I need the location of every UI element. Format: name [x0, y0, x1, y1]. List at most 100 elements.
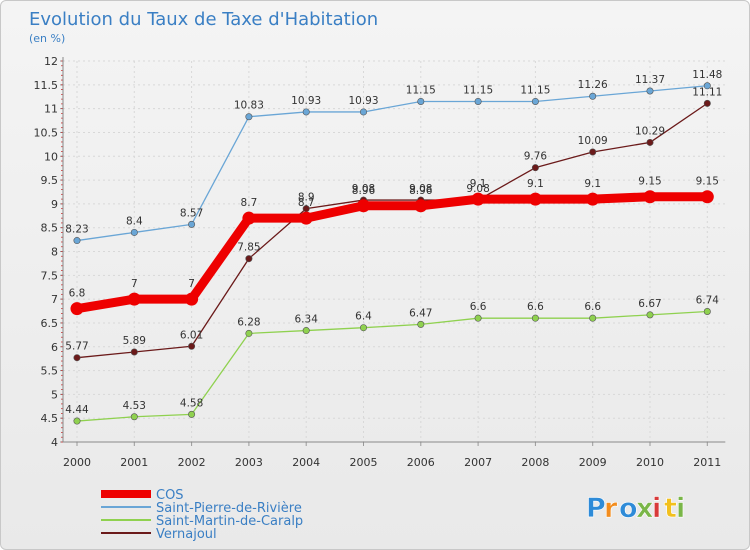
- data-label: 6.8: [69, 288, 86, 300]
- logo-letter: t: [664, 493, 677, 524]
- data-point: [130, 228, 138, 236]
- data-point: [299, 211, 313, 225]
- data-label: 11.15: [520, 84, 550, 96]
- data-label: 9.15: [696, 176, 719, 188]
- data-label: 11.15: [463, 84, 493, 96]
- data-point: [474, 314, 482, 322]
- data-label: 9.08: [466, 183, 489, 195]
- data-point: [417, 320, 425, 328]
- data-label: 6.6: [527, 301, 544, 313]
- data-label: 6.67: [638, 298, 661, 310]
- data-label: 6.6: [470, 301, 487, 313]
- y-tick-label: 11.5: [34, 79, 59, 92]
- data-point: [130, 413, 138, 421]
- x-tick-label: 2002: [178, 456, 206, 469]
- data-point: [646, 138, 654, 146]
- data-point: [528, 192, 542, 206]
- legend-label: Saint-Martin-de-Caralp: [156, 514, 303, 529]
- data-point: [703, 308, 711, 316]
- data-label: 10.93: [348, 95, 378, 107]
- axes: 4 4.5 5 5.5 6 6.5 7 7.5 8 8.5 9 9.5 10 10.5 11 11.5 12 20…: [34, 55, 726, 469]
- y-tick-label: 4.5: [41, 412, 59, 425]
- data-point: [188, 410, 196, 418]
- series-line-1: [76, 310, 708, 422]
- y-tick-label: 9.5: [41, 174, 59, 187]
- chart-title: Evolution du Taux de Taxe d'Habitation: [29, 9, 378, 30]
- data-point: [73, 417, 81, 425]
- data-point: [188, 342, 196, 350]
- data-label: 6.6: [584, 301, 601, 313]
- data-label: 6.4: [355, 311, 372, 323]
- data-label: 7.85: [237, 242, 260, 254]
- y-tick-label: 5.5: [41, 365, 59, 378]
- legend: COSSaint-Pierre-de-RivièreSaint-Martin-d…: [101, 488, 303, 542]
- data-label: 8.7: [241, 197, 258, 209]
- data-label: 4.53: [123, 400, 146, 412]
- data-point: [245, 113, 253, 121]
- y-tick-label: 12: [44, 55, 58, 68]
- logo-letter: o: [619, 493, 638, 524]
- data-label: 11.11: [692, 86, 722, 98]
- data-label: 9.76: [524, 151, 548, 163]
- data-point: [245, 329, 253, 337]
- y-tick-label: 8.5: [41, 222, 59, 235]
- data-point: [531, 164, 539, 172]
- y-tick-label: 7.5: [41, 269, 59, 282]
- chart-subtitle: (en %): [29, 32, 65, 45]
- y-tick-label: 7: [51, 293, 58, 306]
- data-point: [73, 237, 81, 245]
- data-point: [703, 99, 711, 107]
- legend-label: Saint-Pierre-de-Rivière: [156, 501, 302, 516]
- y-tick-label: 10: [44, 150, 58, 163]
- series-line-0: [76, 102, 708, 359]
- y-tick-label: 5: [51, 388, 58, 401]
- data-point: [589, 314, 597, 322]
- x-tick-label: 2007: [464, 456, 492, 469]
- data-point: [531, 314, 539, 322]
- x-tick-label: 2009: [579, 456, 607, 469]
- x-tick-label: 2011: [693, 456, 721, 469]
- logo-letter: i: [652, 493, 661, 524]
- data-point: [586, 192, 600, 206]
- y-tick-label: 10.5: [34, 126, 59, 139]
- y-tick-label: 11: [44, 103, 58, 116]
- data-point: [245, 255, 253, 263]
- legend-label: Vernajoul: [156, 527, 217, 542]
- grid: [63, 60, 726, 443]
- data-label: 6.01: [180, 329, 203, 341]
- legend-label: COS: [156, 488, 184, 503]
- x-tick-label: 2003: [235, 456, 263, 469]
- x-tick-label: 2001: [120, 456, 148, 469]
- x-tick-label: 2005: [350, 456, 378, 469]
- data-point: [474, 97, 482, 105]
- series: [70, 82, 714, 425]
- data-label: 10.93: [291, 95, 321, 107]
- data-label: 9.08: [409, 183, 432, 195]
- data-label: 9.1: [584, 178, 601, 190]
- data-point: [471, 192, 485, 206]
- data-label: 10.09: [578, 135, 608, 147]
- data-label: 11.37: [635, 74, 665, 86]
- data-label: 5.77: [65, 341, 88, 353]
- logo-letter: r: [604, 493, 618, 524]
- data-label: 6.47: [409, 307, 432, 319]
- data-label: 8.7: [298, 197, 315, 209]
- data-label: 9.15: [638, 176, 661, 188]
- data-label: 8.23: [65, 224, 88, 236]
- data-point: [646, 311, 654, 319]
- data-point: [703, 82, 711, 90]
- y-tick-label: 8: [51, 246, 58, 259]
- data-label: 11.26: [578, 79, 608, 91]
- x-tick-label: 2008: [521, 456, 549, 469]
- data-label: 6.28: [237, 316, 260, 328]
- data-label: 7: [131, 278, 138, 290]
- series-line-3: [76, 192, 708, 314]
- y-tick-label: 9: [51, 198, 58, 211]
- data-point: [643, 190, 657, 204]
- data-labels: 5.77 5.89 6.01 7.85 8.9 9.08 9.08 9.08 9.76 10.09…: [65, 69, 722, 416]
- proxiti-logo: Pr oxi t i: [586, 493, 686, 525]
- data-point: [414, 199, 428, 213]
- logo-letter: P: [586, 493, 606, 524]
- x-tick-label: 2006: [407, 456, 435, 469]
- data-label: 9.08: [352, 183, 375, 195]
